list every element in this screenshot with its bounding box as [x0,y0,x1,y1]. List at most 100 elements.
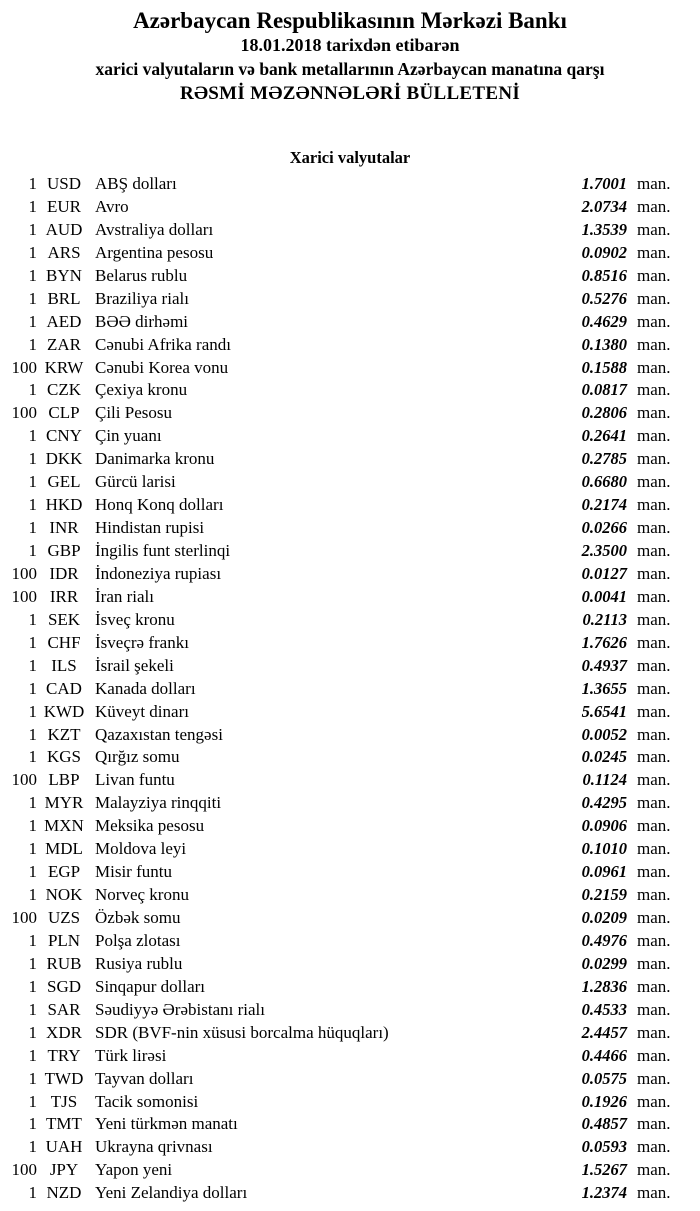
currency-name: Tayvan dolları [95,1068,194,1088]
currency-code: GBP [47,541,81,560]
currency-code: UZS [47,908,81,927]
currency-name: İsveçrə frankı [95,632,189,652]
currency-name: İsveç kronu [95,609,175,629]
currency-name: Argentina pesosu [95,242,214,262]
quantity: 1 [28,862,38,882]
currency-name: Tacik somonisi [95,1091,199,1111]
table-row: 1 TJS Tacik somonisi 0.1926 man. [0,1091,700,1114]
table-row: 100 IDR İndoneziya rupiası 0.0127 man. [0,563,700,586]
currency-code: UAH [45,1137,83,1157]
unit-label: man. [637,999,671,1019]
currency-name: BƏƏ dirhəmi [95,311,189,331]
table-row: 100 IRR İran rialı 0.0041 man. [0,586,700,609]
currency-code: TWD [44,1068,84,1088]
unit-label: man. [637,311,671,331]
exchange-rate: 2.3500 [581,541,627,560]
currency-code: MDL [45,839,83,859]
currency-name: Qırğız somu [95,747,180,767]
currency-name: Yeni Zelandiya dolları [95,1183,248,1203]
table-row: 1 EGP Misir funtu 0.0961 man. [0,861,700,884]
unit-label: man. [637,334,671,354]
currency-code: KWD [43,701,85,721]
currency-name: İsrail şekeli [95,655,174,675]
table-row: 1 ILS İsrail şekeli 0.4937 man. [0,655,700,678]
quantity: 1 [28,678,38,698]
quantity: 1 [28,1045,38,1065]
currency-name: Livan funtu [95,770,175,790]
quantity: 1 [28,999,38,1019]
currency-name: Kanada dolları [95,678,196,698]
quantity: 1 [28,174,38,193]
currency-code: LBP [48,770,80,790]
currency-name: Küveyt dinarı [95,701,189,721]
currency-name: Cənubi Korea vonu [95,357,229,377]
currency-code: JPY [49,1160,79,1180]
currency-code: EGP [47,862,81,882]
quantity: 1 [28,839,38,859]
unit-label: man. [637,426,671,446]
currency-code: AED [46,311,82,331]
currency-code: BRL [47,288,81,308]
quantity: 1 [28,495,38,515]
exchange-rate: 0.0052 [581,724,627,744]
currency-code: XDR [46,1022,82,1042]
table-row: 1 UAH Ukrayna qrivnası 0.0593 man. [0,1136,700,1159]
table-row: 1 XDR SDR (BVF-nin xüsusi borcalma hüquq… [0,1022,700,1045]
exchange-rate: 0.4976 [581,930,627,950]
unit-label: man. [637,174,671,193]
quantity: 100 [11,563,38,583]
quantity: 1 [28,196,38,216]
currency-code: CLP [48,403,80,423]
currency-name: Braziliya rialı [95,288,189,308]
currency-code: GEL [47,472,81,492]
currency-code: KGS [46,747,81,767]
table-row: 1 SGD Sinqapur dolları 1.2836 man. [0,976,700,999]
exchange-rate: 1.7626 [581,632,627,652]
quantity: 1 [28,311,38,331]
currency-name: Yapon yeni [95,1160,173,1180]
quantity: 1 [28,632,38,652]
exchange-rate: 5.6541 [581,701,627,721]
table-row: 100 LBP Livan funtu 0.1124 man. [0,769,700,792]
effective-date-line: 18.01.2018 tarixdən etibarən [240,35,460,55]
table-row: 1 CNY Çin yuanı 0.2641 man. [0,425,700,448]
table-row: 1 GBP İngilis funt sterlinqi 2.3500 man. [0,540,700,563]
exchange-rate: 0.0902 [581,242,627,262]
quantity: 1 [28,793,38,813]
currency-name: Polşa zlotası [95,930,181,950]
quantity: 1 [28,1022,38,1042]
table-row: 1 AUD Avstraliya dolları 1.3539 man. [0,219,700,242]
currency-code: NZD [46,1183,82,1203]
currency-code: INR [49,518,79,538]
exchange-rate: 0.0209 [581,908,627,927]
quantity: 1 [28,655,38,675]
currency-name: Çexiya kronu [95,380,188,400]
quantity: 1 [28,518,38,538]
quantity: 1 [28,1068,38,1088]
unit-label: man. [637,1114,671,1134]
quantity: 1 [28,242,38,262]
currency-code: SEK [47,609,81,629]
unit-label: man. [637,839,671,859]
quantity: 1 [28,1137,38,1157]
table-row: 100 CLP Çili Pesosu 0.2806 man. [0,402,700,425]
quantity: 1 [28,288,38,308]
currency-name: Moldova leyi [95,839,187,859]
quantity: 100 [11,1160,38,1180]
table-row: 1 SAR Səudiyyə Ərəbistanı rialı 0.4533 m… [0,999,700,1022]
table-row: 1 KWD Küveyt dinarı 5.6541 man. [0,701,700,724]
unit-label: man. [637,655,671,675]
quantity: 1 [28,1091,38,1111]
quantity: 1 [28,701,38,721]
currency-name: Danimarka kronu [95,449,215,469]
quantity: 1 [28,541,38,560]
unit-label: man. [637,1183,671,1203]
currency-name: Səudiyyə Ərəbistanı rialı [95,999,265,1019]
exchange-rate: 0.4629 [581,311,627,331]
currency-name: Gürcü larisi [95,472,176,492]
currency-name: Belarus rublu [95,265,188,285]
unit-label: man. [637,793,671,813]
table-row: 100 KRW Cənubi Korea vonu 0.1588 man. [0,357,700,380]
table-row: 1 MYR Malayziya rinqqiti 0.4295 man. [0,792,700,815]
